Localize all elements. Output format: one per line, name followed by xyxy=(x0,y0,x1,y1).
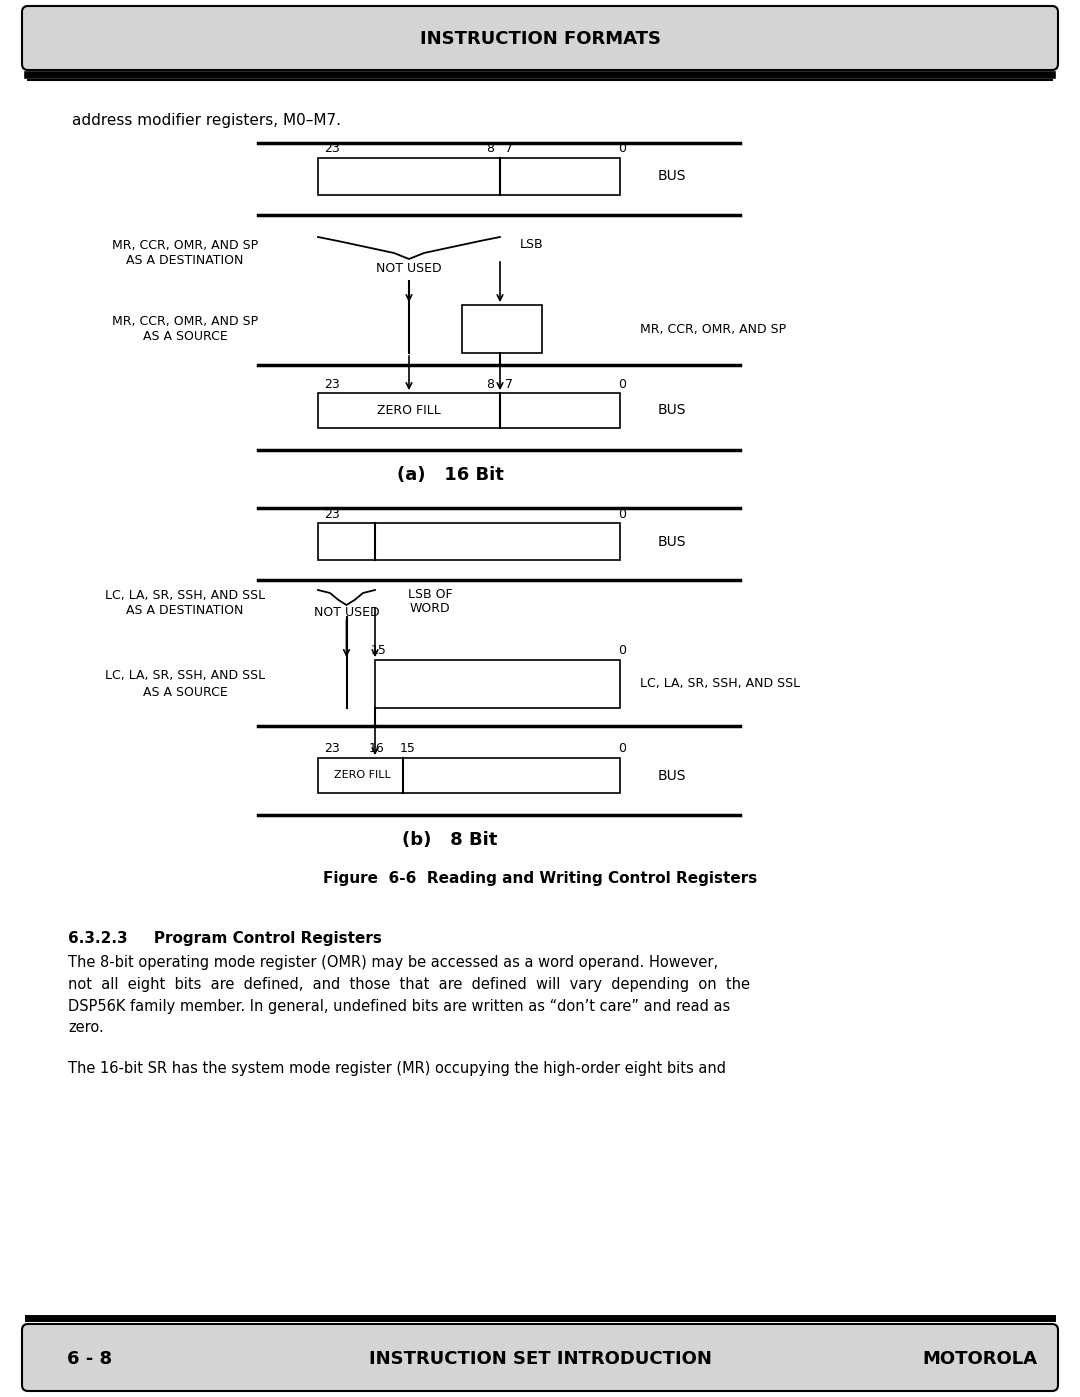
Text: MR, CCR, OMR, AND SP: MR, CCR, OMR, AND SP xyxy=(112,314,258,327)
Text: The 16-bit SR has the system mode register (MR) occupying the high-order eight b: The 16-bit SR has the system mode regist… xyxy=(68,1060,726,1076)
Text: INSTRUCTION FORMATS: INSTRUCTION FORMATS xyxy=(419,29,661,47)
Text: WORD: WORD xyxy=(409,602,450,616)
Text: 23: 23 xyxy=(324,507,340,521)
Text: 0: 0 xyxy=(618,507,626,521)
FancyBboxPatch shape xyxy=(22,6,1058,70)
Text: BUS: BUS xyxy=(658,169,687,183)
Text: BUS: BUS xyxy=(658,768,687,782)
Text: 23: 23 xyxy=(324,377,340,391)
Text: AS A DESTINATION: AS A DESTINATION xyxy=(126,604,244,616)
Text: 0: 0 xyxy=(618,644,626,658)
Text: Figure  6-6  Reading and Writing Control Registers: Figure 6-6 Reading and Writing Control R… xyxy=(323,870,757,886)
Text: 8: 8 xyxy=(486,142,494,155)
Text: 23: 23 xyxy=(324,142,340,155)
Text: 23: 23 xyxy=(324,742,340,756)
Text: DSP56K family member. In general, undefined bits are written as “don’t care” and: DSP56K family member. In general, undefi… xyxy=(68,999,730,1013)
Text: BUS: BUS xyxy=(658,535,687,549)
Text: address modifier registers, M0–M7.: address modifier registers, M0–M7. xyxy=(72,113,341,127)
Text: AS A SOURCE: AS A SOURCE xyxy=(143,686,228,698)
Text: MR, CCR, OMR, AND SP: MR, CCR, OMR, AND SP xyxy=(112,239,258,251)
Bar xyxy=(318,759,620,793)
Text: 7: 7 xyxy=(505,377,513,391)
Bar xyxy=(375,659,620,708)
Text: 8: 8 xyxy=(486,377,494,391)
Text: INSTRUCTION SET INTRODUCTION: INSTRUCTION SET INTRODUCTION xyxy=(368,1350,712,1368)
Text: LC, LA, SR, SSH, AND SSL: LC, LA, SR, SSH, AND SSL xyxy=(105,669,265,683)
Text: BUS: BUS xyxy=(658,404,687,418)
Text: not  all  eight  bits  are  defined,  and  those  that  are  defined  will  vary: not all eight bits are defined, and thos… xyxy=(68,977,750,992)
Text: 0: 0 xyxy=(618,142,626,155)
Text: AS A SOURCE: AS A SOURCE xyxy=(143,331,228,344)
Text: MR, CCR, OMR, AND SP: MR, CCR, OMR, AND SP xyxy=(640,323,786,335)
Text: LSB OF: LSB OF xyxy=(407,588,453,602)
Text: 6 - 8: 6 - 8 xyxy=(67,1350,112,1368)
Text: NOT USED: NOT USED xyxy=(313,606,379,619)
Text: 0: 0 xyxy=(618,742,626,756)
Text: 6.3.2.3     Program Control Registers: 6.3.2.3 Program Control Registers xyxy=(68,930,382,946)
Text: ZERO FILL: ZERO FILL xyxy=(377,404,441,416)
Text: NOT USED: NOT USED xyxy=(376,263,442,275)
Text: ZERO FILL: ZERO FILL xyxy=(334,771,391,781)
Text: 15: 15 xyxy=(400,742,416,756)
Text: AS A DESTINATION: AS A DESTINATION xyxy=(126,254,244,267)
Text: 15: 15 xyxy=(372,644,387,658)
Text: LSB: LSB xyxy=(521,239,544,251)
FancyBboxPatch shape xyxy=(22,1324,1058,1391)
Text: (a)   16 Bit: (a) 16 Bit xyxy=(396,467,503,483)
Text: MOTOROLA: MOTOROLA xyxy=(922,1350,1038,1368)
Text: The 8-bit operating mode register (OMR) may be accessed as a word operand. Howev: The 8-bit operating mode register (OMR) … xyxy=(68,954,718,970)
Text: LC, LA, SR, SSH, AND SSL: LC, LA, SR, SSH, AND SSL xyxy=(105,588,265,602)
Text: (b)   8 Bit: (b) 8 Bit xyxy=(403,831,498,849)
Text: 0: 0 xyxy=(618,377,626,391)
Text: 7: 7 xyxy=(505,142,513,155)
Bar xyxy=(318,522,620,560)
Text: LC, LA, SR, SSH, AND SSL: LC, LA, SR, SSH, AND SSL xyxy=(640,678,800,690)
Bar xyxy=(462,305,542,353)
Bar xyxy=(318,158,620,196)
Text: 16: 16 xyxy=(369,742,384,756)
Text: zero.: zero. xyxy=(68,1020,104,1035)
Bar xyxy=(318,393,620,427)
